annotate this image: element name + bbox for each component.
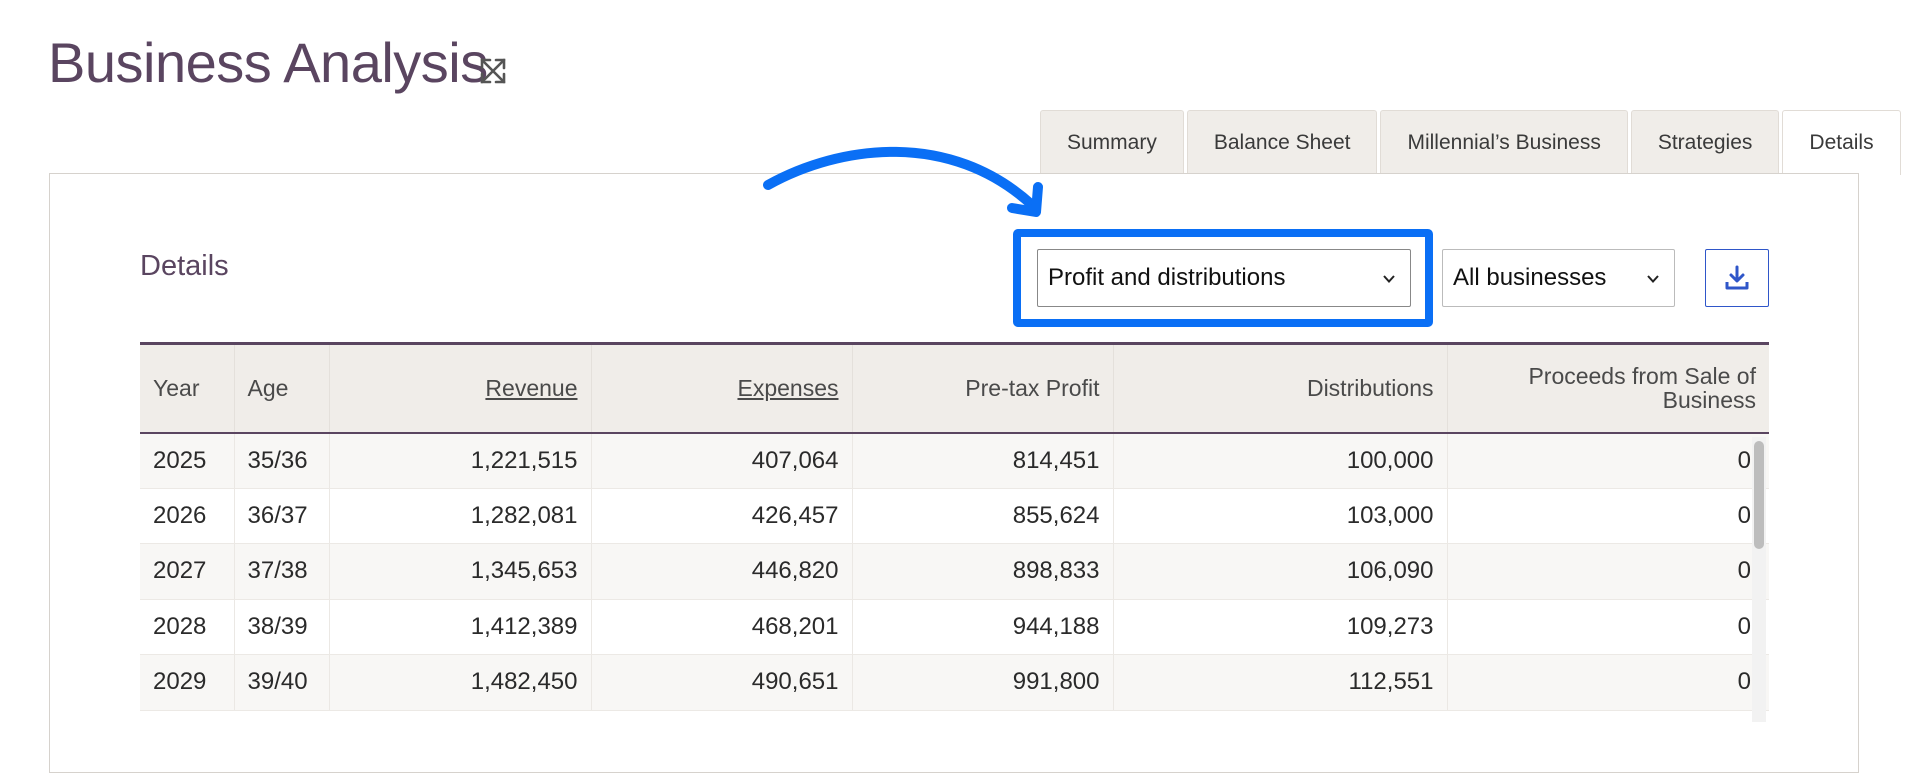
tab-strategies[interactable]: Strategies <box>1630 110 1780 174</box>
col-distributions: Distributions <box>1112 343 1447 433</box>
cell-pretax-profit: 855,624 <box>851 488 1113 544</box>
cell-proceeds: 0 <box>1446 488 1769 544</box>
chevron-down-icon <box>1647 275 1659 283</box>
details-table: Year Age Revenue Expenses Pre-tax Profit… <box>140 342 1769 722</box>
table-row: 2027 37/38 1,345,653 446,820 898,833 106… <box>140 543 1769 600</box>
cell-age: 35/36 <box>233 432 329 489</box>
cell-proceeds: 0 <box>1446 432 1769 489</box>
tab-summary[interactable]: Summary <box>1040 110 1184 174</box>
col-revenue-label[interactable]: Revenue <box>485 375 578 402</box>
cell-year: 2026 <box>140 488 234 544</box>
section-title: Details <box>140 250 229 282</box>
cell-expenses: 446,820 <box>590 543 852 600</box>
cell-pretax-profit: 991,800 <box>851 654 1113 711</box>
download-button[interactable] <box>1705 249 1769 307</box>
view-select-value: Profit and distributions <box>1048 264 1286 291</box>
business-select-value: All businesses <box>1453 264 1607 291</box>
cell-expenses: 490,651 <box>590 654 852 711</box>
cell-revenue: 1,282,081 <box>328 488 591 544</box>
table-row: 2026 36/37 1,282,081 426,457 855,624 103… <box>140 488 1769 544</box>
tab-millennials-business[interactable]: Millennial’s Business <box>1380 110 1628 174</box>
cell-expenses: 468,201 <box>590 599 852 655</box>
table-row: 2028 38/39 1,412,389 468,201 944,188 109… <box>140 599 1769 655</box>
tab-details[interactable]: Details <box>1782 110 1901 175</box>
col-pretax-profit: Pre-tax Profit <box>851 343 1113 433</box>
cell-proceeds: 0 <box>1446 543 1769 600</box>
col-age: Age <box>233 343 329 433</box>
highlight-box <box>1013 229 1433 327</box>
cell-age: 38/39 <box>233 599 329 655</box>
cell-pretax-profit: 944,188 <box>851 599 1113 655</box>
col-year: Year <box>153 375 200 402</box>
view-select[interactable]: Profit and distributions <box>1037 249 1411 307</box>
cell-year: 2029 <box>140 654 234 711</box>
tab-balance-sheet[interactable]: Balance Sheet <box>1186 110 1378 174</box>
cell-revenue: 1,412,389 <box>328 599 591 655</box>
table-row: 2029 39/40 1,482,450 490,651 991,800 112… <box>140 654 1769 711</box>
cell-expenses: 407,064 <box>590 432 852 489</box>
download-icon <box>1725 265 1749 290</box>
cell-year: 2025 <box>140 432 234 489</box>
cell-age: 39/40 <box>233 654 329 711</box>
cell-distributions: 106,090 <box>1112 543 1447 600</box>
cell-year: 2027 <box>140 543 234 600</box>
cell-age: 36/37 <box>233 488 329 544</box>
expand-arrows-icon[interactable] <box>478 56 508 86</box>
cell-proceeds: 0 <box>1446 654 1769 711</box>
chevron-down-icon <box>1383 275 1395 283</box>
cell-expenses: 426,457 <box>590 488 852 544</box>
cell-revenue: 1,221,515 <box>328 432 591 489</box>
cell-pretax-profit: 898,833 <box>851 543 1113 600</box>
cell-distributions: 100,000 <box>1112 432 1447 489</box>
col-expenses-label[interactable]: Expenses <box>737 375 839 402</box>
table-scrollbar-thumb[interactable] <box>1754 441 1764 549</box>
cell-pretax-profit: 814,451 <box>851 432 1113 489</box>
cell-revenue: 1,345,653 <box>328 543 591 600</box>
tab-bar: Summary Balance Sheet Millennial’s Busin… <box>1040 110 1901 175</box>
cell-year: 2028 <box>140 599 234 655</box>
table-row: 2025 35/36 1,221,515 407,064 814,451 100… <box>140 432 1769 489</box>
cell-proceeds: 0 <box>1446 599 1769 655</box>
business-select[interactable]: All businesses <box>1442 249 1675 307</box>
col-expenses[interactable]: Expenses <box>590 343 852 433</box>
col-proceeds-sale: Proceeds from Sale of Business <box>1446 343 1769 433</box>
col-revenue[interactable]: Revenue <box>328 343 591 433</box>
cell-distributions: 103,000 <box>1112 488 1447 544</box>
cell-distributions: 112,551 <box>1112 654 1447 711</box>
cell-age: 37/38 <box>233 543 329 600</box>
cell-revenue: 1,482,450 <box>328 654 591 711</box>
cell-distributions: 109,273 <box>1112 599 1447 655</box>
table-header-row: Year Age Revenue Expenses Pre-tax Profit… <box>140 343 1769 433</box>
page-title: Business Analysis <box>48 31 488 94</box>
